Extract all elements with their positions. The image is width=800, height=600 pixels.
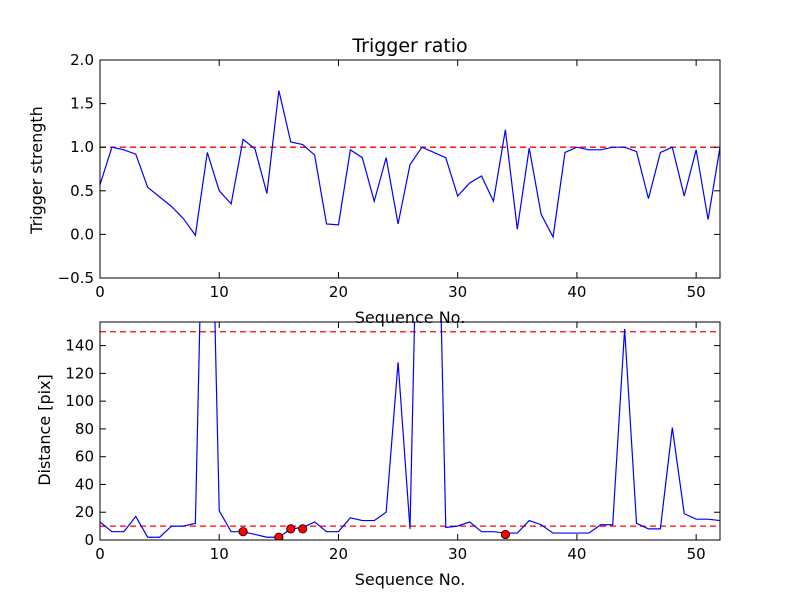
axes-frame: [99, 321, 721, 541]
trigger-plot-area: 0 10 20 30 40 50 −0.5 0.0 0.5 1.0 1.5 2.0: [58, 51, 721, 301]
y-axis-label: Distance [pix]: [35, 374, 54, 486]
y-tick-label: 20: [75, 503, 94, 521]
y-tick-label: 40: [75, 475, 94, 493]
data-point-marker: [286, 524, 296, 534]
series-line: [100, 322, 720, 538]
y-tick-label: 100: [65, 392, 94, 410]
series-line: [100, 90, 720, 239]
distance-chart: 0 10 20 30 40 50 0 20 40 60 80 100 120 140 Sequence N…: [35, 321, 721, 589]
x-tick-label: 20: [329, 545, 348, 563]
y-tick-label: 0.5: [70, 182, 94, 200]
x-axis-label: Sequence No.: [355, 570, 466, 589]
y-tick-label: −0.5: [58, 269, 94, 287]
x-tick-label: 0: [95, 545, 105, 563]
axes-frame: [99, 59, 721, 279]
x-tick-label: 20: [329, 283, 348, 301]
x-tick-label: 10: [210, 545, 229, 563]
y-tick-label: 2.0: [70, 51, 94, 69]
x-tick-label: 50: [687, 283, 706, 301]
distance-plot-area: 0 10 20 30 40 50 0 20 40 60 80 100 120 140: [65, 321, 721, 563]
x-tick-label: 40: [567, 545, 586, 563]
data-point-marker: [500, 529, 510, 540]
data-point-marker: [238, 527, 248, 537]
y-tick-label: 80: [75, 420, 94, 438]
y-tick-label: 140: [65, 337, 94, 355]
chart-title: Trigger ratio: [351, 35, 467, 57]
x-tick-label: 50: [687, 545, 706, 563]
x-tick-label: 0: [95, 283, 105, 301]
y-tick-label: 0: [84, 531, 94, 549]
data-point-marker: [298, 524, 308, 534]
y-tick-label: 60: [75, 448, 94, 466]
x-tick-label: 30: [448, 283, 467, 301]
y-axis-label: Trigger strength: [27, 106, 46, 235]
x-tick-label: 10: [210, 283, 229, 301]
y-tick-label: 120: [65, 364, 94, 382]
y-tick-label: 0.0: [70, 225, 94, 243]
x-tick-label: 30: [448, 545, 467, 563]
data-point-marker: [274, 532, 284, 540]
x-tick-label: 40: [567, 283, 586, 301]
x-axis-label: Sequence No.: [355, 308, 466, 327]
trigger-ratio-chart: Trigger ratio 0 10 20 30 40 50 −0.5 0.0 0.5 1.0 1.…: [27, 35, 721, 327]
y-tick-label: 1.5: [70, 95, 94, 113]
y-tick-label: 1.0: [70, 138, 94, 156]
